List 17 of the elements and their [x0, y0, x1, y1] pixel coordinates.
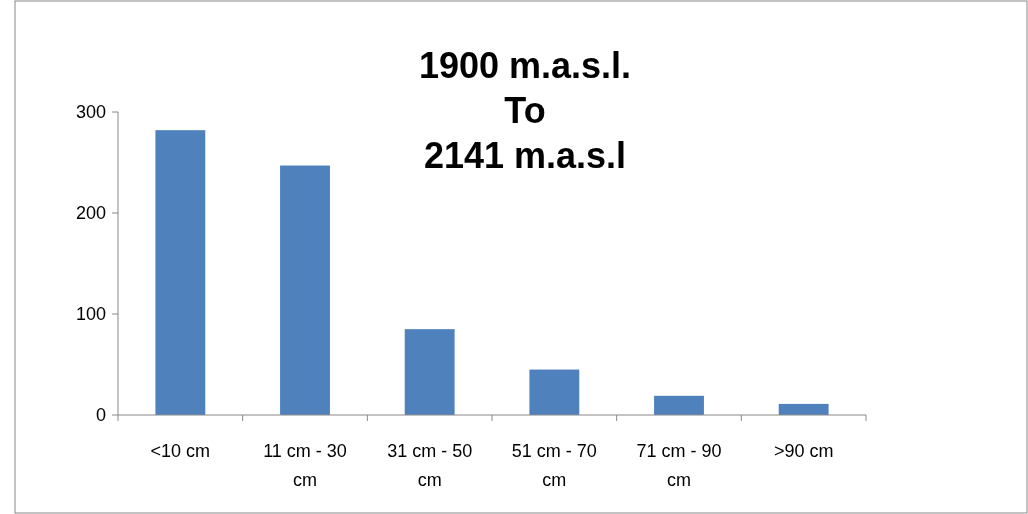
x-tick-label: 51 cm - 70 cm [511, 441, 597, 490]
bar [778, 403, 829, 415]
y-tick-label: 200 [75, 203, 106, 224]
bar [404, 329, 455, 415]
chart-title: 1900 m.a.s.l. To 2141 m.a.s.l [418, 45, 632, 176]
x-tick-label: 11 cm - 30 cm [263, 441, 347, 490]
y-tick-label: 100 [75, 304, 106, 325]
y-tick-label: 300 [75, 102, 106, 123]
x-tick-label: <10 cm [150, 441, 211, 461]
bar [654, 395, 704, 415]
x-tick-label: 31 cm - 50 cm [387, 441, 473, 490]
bar [280, 165, 330, 415]
bar [155, 130, 206, 415]
x-tick-label: >90 cm [773, 441, 834, 461]
x-tick-label: 71 cm - 90 cm [636, 441, 722, 490]
bar [529, 369, 580, 415]
y-tick-label: 0 [95, 405, 106, 426]
